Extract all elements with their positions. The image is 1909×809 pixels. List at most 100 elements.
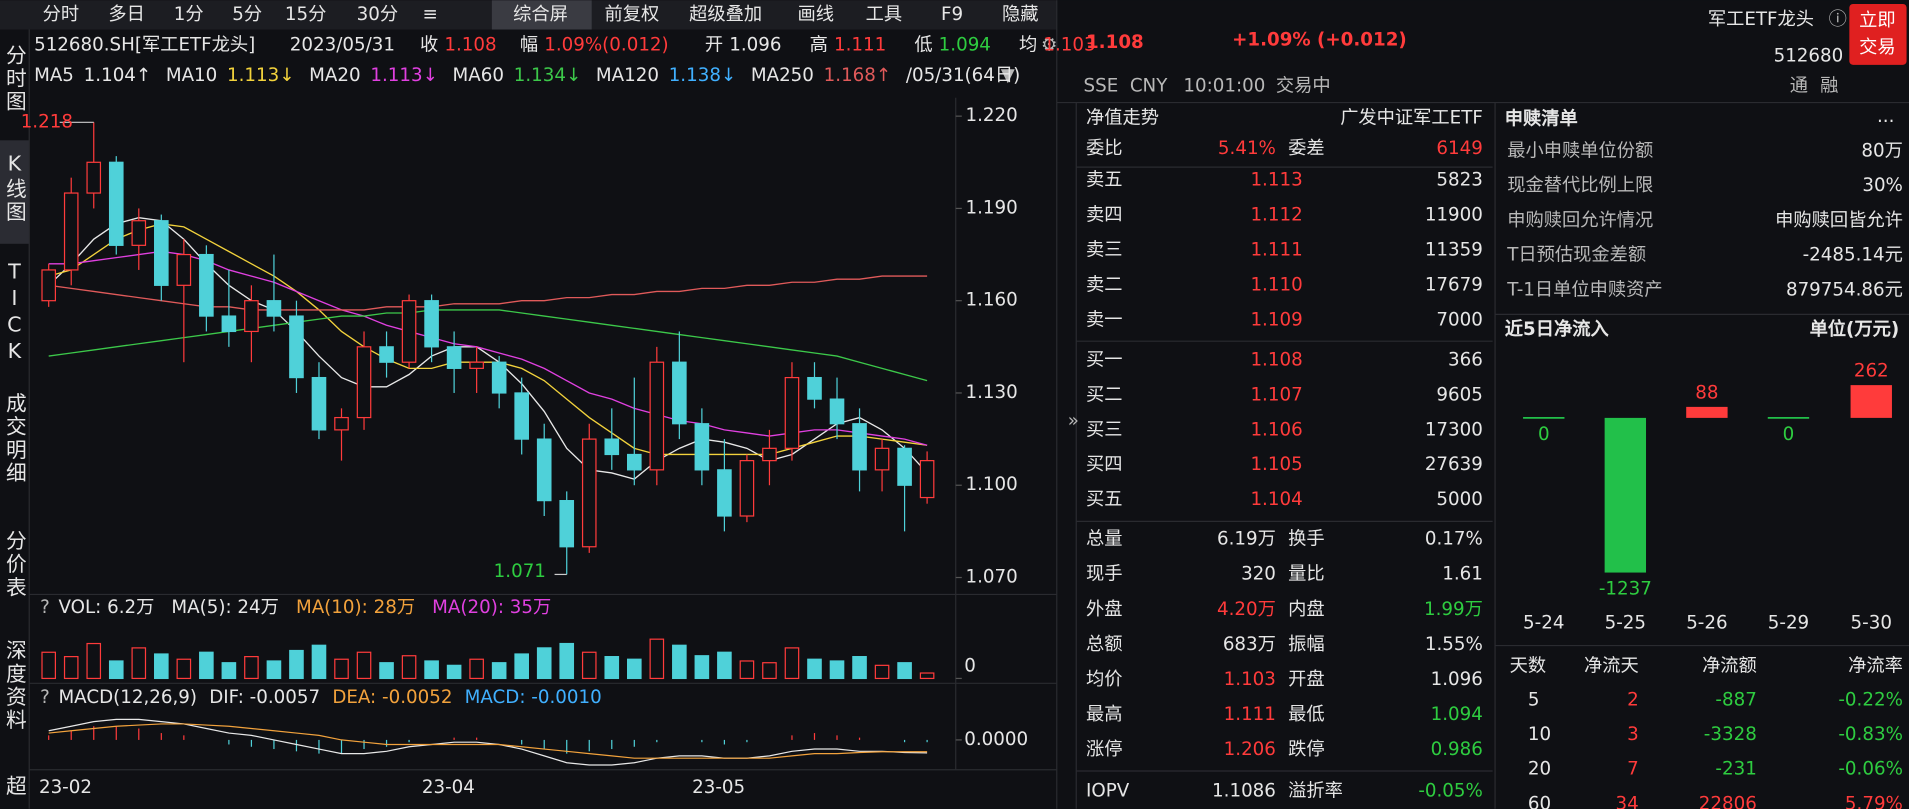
settings-icon[interactable]: ⚙: [1041, 34, 1057, 55]
field-value: 4.20万: [1217, 599, 1276, 620]
volume-bar: [469, 658, 484, 680]
ma-legend-value: 1.168↑: [824, 65, 892, 86]
field-value: 1.1086: [1212, 781, 1276, 802]
info-label: 均: [1019, 34, 1037, 55]
field-value: 1.094: [1431, 704, 1483, 725]
info-label: 幅: [520, 34, 538, 55]
column-header: 净流额: [1702, 655, 1757, 676]
trade-button[interactable]: [1849, 3, 1907, 65]
level-label: 卖二: [1086, 275, 1123, 296]
period-tab[interactable]: 多日: [108, 4, 145, 25]
market-info: SSE: [1084, 76, 1119, 97]
panel-tab[interactable]: 净值走势: [1086, 107, 1159, 128]
volume-bar: [514, 653, 529, 680]
tool-tab[interactable]: 隐藏: [1002, 4, 1039, 25]
field-value: 320: [1241, 564, 1276, 585]
level-price: 1.109: [1250, 310, 1302, 331]
table-cell: -0.22%: [1838, 689, 1903, 710]
tool-tab[interactable]: 前复权: [604, 4, 659, 25]
ma-legend-name: MA20: [309, 65, 360, 86]
collapse-icon[interactable]: »: [1068, 411, 1079, 432]
table-cell: 5.79%: [1845, 793, 1903, 809]
period-tab[interactable]: 5分: [232, 4, 262, 25]
column-header: 天数: [1510, 655, 1547, 676]
field-value: 申购赎回皆允许: [1775, 210, 1903, 231]
field-label: 总量: [1086, 529, 1123, 550]
period-tab[interactable]: 30分: [357, 4, 398, 25]
side-tab[interactable]: TICK: [2, 260, 26, 366]
security-code: 512680.SH[军工ETF龙头]: [34, 34, 255, 55]
table-cell: -0.06%: [1838, 759, 1903, 780]
candle-body: [874, 447, 890, 471]
more-button[interactable]: ...: [1877, 106, 1894, 127]
vol-legend: MA(5): 24万: [171, 597, 279, 618]
level-price: 1.113: [1250, 169, 1302, 190]
side-tab[interactable]: 分时图: [2, 44, 26, 113]
vol-legend: MA(10): 28万: [296, 597, 415, 618]
level-volume: 17679: [1425, 275, 1483, 296]
value-label: 0: [1538, 424, 1550, 445]
info-icon[interactable]: ⓘ: [1829, 9, 1847, 30]
field-value: 1.55%: [1425, 634, 1483, 655]
candle-body: [897, 447, 912, 486]
help-icon[interactable]: ?: [40, 597, 50, 618]
tool-tab[interactable]: 工具: [866, 4, 903, 25]
flow-bar: [1604, 417, 1647, 573]
tool-tab[interactable]: 综合屏: [513, 4, 568, 25]
table-cell: 7: [1627, 759, 1639, 780]
security-name: 军工ETF龙头: [1708, 9, 1814, 30]
volume-bar: [694, 655, 710, 680]
candle-body: [379, 346, 394, 363]
candle-body: [401, 300, 417, 363]
volume-bar: [176, 658, 192, 680]
menu-icon[interactable]: ≡: [422, 4, 437, 25]
volume-bar: [244, 656, 259, 680]
side-tab[interactable]: 分价表: [2, 530, 26, 599]
level-volume: 11900: [1425, 205, 1483, 226]
dropdown-icon[interactable]: ▼: [1001, 65, 1015, 86]
flow-bar: [1850, 385, 1892, 418]
volume-bar: [131, 647, 147, 680]
side-tab[interactable]: 超: [2, 775, 26, 798]
side-tab[interactable]: 深度资料: [2, 639, 26, 731]
vol-legend: MA(20): 35万: [432, 597, 551, 618]
ma-legend-name: MA120: [596, 65, 659, 86]
candle-body: [131, 220, 147, 246]
column-header: 净流天: [1584, 655, 1639, 676]
field-label: 内盘: [1288, 599, 1325, 620]
x-tick-label: 23-04: [422, 777, 475, 798]
level-volume: 5000: [1436, 489, 1482, 510]
fund-name: 广发中证军工ETF: [1340, 107, 1483, 128]
candle-body: [244, 300, 259, 333]
candle-body: [63, 192, 79, 271]
volume-bar: [491, 662, 507, 680]
level-volume: 7000: [1436, 310, 1482, 331]
field-label: 最低: [1288, 704, 1325, 725]
level-label: 买二: [1086, 384, 1123, 405]
info-label: 高: [810, 34, 828, 55]
column-header: 净流率: [1848, 655, 1903, 676]
y-tick-label: 1.070: [965, 567, 1017, 588]
side-tab[interactable]: K线图: [2, 151, 26, 224]
table-cell: -0.83%: [1838, 724, 1903, 745]
help-icon[interactable]: ?: [40, 687, 50, 708]
macd-line: [48, 718, 928, 766]
period-tab[interactable]: 分时: [43, 4, 80, 25]
period-tab[interactable]: 15分: [285, 4, 326, 25]
candle-body: [514, 392, 529, 440]
value-label: -1237: [1599, 579, 1652, 600]
trade-button-label[interactable]: 立即: [1859, 10, 1896, 31]
tool-tab[interactable]: F9: [941, 4, 963, 25]
level-label: 卖一: [1086, 310, 1123, 331]
level-label: 买五: [1086, 489, 1123, 510]
tool-tab[interactable]: 超级叠加: [689, 4, 762, 25]
tool-tab[interactable]: 画线: [797, 4, 834, 25]
level-volume: 27639: [1425, 454, 1483, 475]
macd-legend: DIF: -0.0057: [209, 687, 320, 708]
y-tick-label: 1.160: [965, 290, 1017, 311]
volume-bar: [108, 660, 124, 680]
period-tab[interactable]: 1分: [174, 4, 204, 25]
side-tab[interactable]: 成交明细: [2, 392, 26, 485]
candle-body: [694, 423, 710, 471]
trade-button-label[interactable]: 交易: [1859, 37, 1896, 58]
